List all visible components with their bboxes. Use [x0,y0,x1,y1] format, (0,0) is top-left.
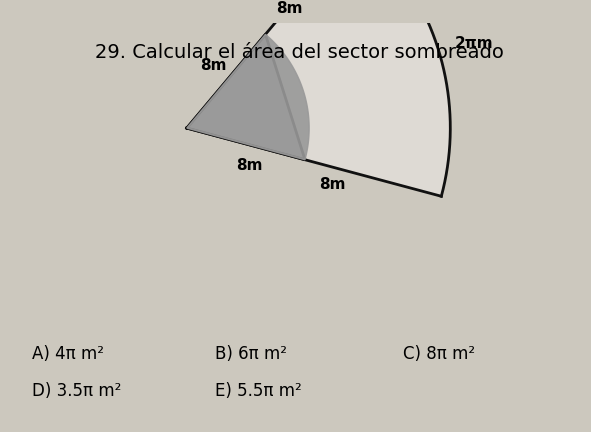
Text: C) 8π m²: C) 8π m² [403,345,475,362]
Text: A) 4π m²: A) 4π m² [31,345,103,362]
Text: 2πm: 2πm [454,36,493,51]
Text: 8m: 8m [236,158,263,173]
Text: 8m: 8m [200,58,226,73]
Text: D) 3.5π m²: D) 3.5π m² [31,382,121,400]
Polygon shape [187,0,450,196]
Text: E) 5.5π m²: E) 5.5π m² [215,382,302,400]
Text: 29. Calcular el área del sector sombreado: 29. Calcular el área del sector sombread… [95,43,504,62]
Text: B) 6π m²: B) 6π m² [215,345,287,362]
Polygon shape [187,35,305,160]
Text: 8m: 8m [319,177,345,191]
Polygon shape [187,35,309,160]
Text: 8m: 8m [276,1,303,16]
